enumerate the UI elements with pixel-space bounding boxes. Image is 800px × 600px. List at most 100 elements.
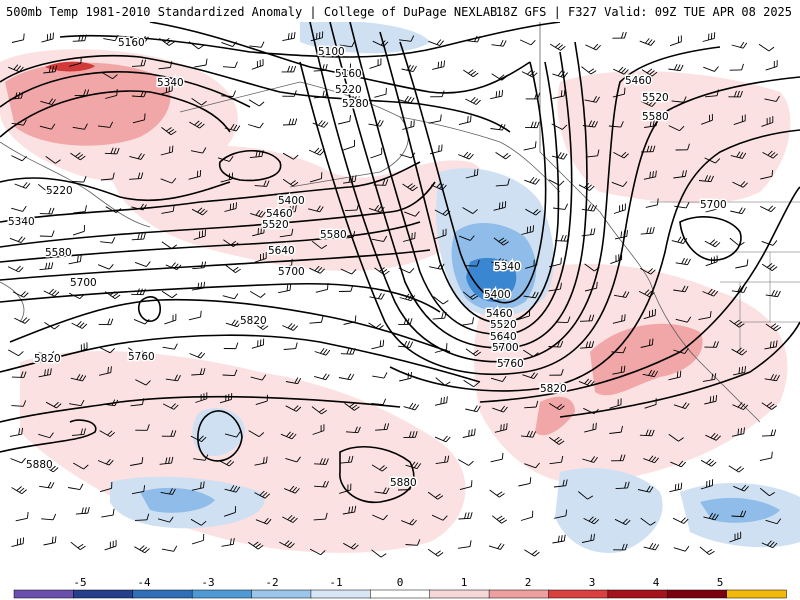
wind-barb xyxy=(434,396,448,406)
wind-barb xyxy=(345,95,360,103)
wind-barb xyxy=(733,366,746,376)
wind-barb xyxy=(698,175,714,183)
wind-barb xyxy=(611,181,628,187)
wind-barb xyxy=(372,372,388,379)
wind-barb xyxy=(338,373,355,381)
wind-barb xyxy=(581,533,595,543)
wind-barb xyxy=(585,149,600,158)
wind-barb xyxy=(310,31,324,42)
wind-barb xyxy=(100,172,115,181)
wind-barb xyxy=(459,480,473,491)
wind-barb xyxy=(254,180,270,187)
wind-barb xyxy=(673,348,689,354)
wind-barb xyxy=(100,237,116,244)
wind-barb xyxy=(669,35,682,47)
wind-barb xyxy=(101,508,115,518)
wind-barb xyxy=(458,459,474,466)
wind-barb xyxy=(399,293,416,302)
wind-barb xyxy=(431,514,448,521)
wind-barb xyxy=(282,118,298,126)
wind-barb xyxy=(308,147,325,156)
coastline xyxy=(399,116,561,193)
wind-barb xyxy=(432,311,447,320)
wind-barb xyxy=(404,211,420,217)
wind-barb xyxy=(435,377,451,386)
wind-barb xyxy=(705,432,721,441)
wind-barb xyxy=(338,115,351,125)
wind-barb xyxy=(41,32,54,43)
wind-barb xyxy=(398,340,414,348)
wind-barb xyxy=(72,34,87,42)
contour-label: 5400 xyxy=(278,195,305,207)
wind-barb xyxy=(731,510,747,518)
wind-barb xyxy=(704,395,718,405)
wind-barb xyxy=(435,455,450,465)
anomaly-map: 5160 5100 5340 5160 5220 5280 5460 5520 … xyxy=(0,22,800,572)
wind-barb xyxy=(579,314,595,322)
wind-barb xyxy=(374,487,390,495)
colorbar-tick-label: 0 xyxy=(397,576,404,589)
wind-barb xyxy=(549,257,562,268)
contour-label: 5820 xyxy=(240,315,267,327)
wind-barb xyxy=(521,69,538,78)
wind-barb xyxy=(465,35,481,43)
wind-barb xyxy=(105,291,121,300)
wind-barb xyxy=(489,319,505,327)
wind-barb xyxy=(764,373,780,382)
wind-barb xyxy=(38,432,54,439)
wind-barb xyxy=(578,378,595,387)
wind-barb xyxy=(760,169,774,180)
wind-barb xyxy=(729,63,744,71)
wind-barb xyxy=(161,241,177,250)
wind-barb xyxy=(432,60,445,70)
wind-barb xyxy=(254,456,268,466)
wind-barb xyxy=(9,91,24,100)
warm-anomaly-region xyxy=(600,138,700,186)
wind-barb xyxy=(165,262,182,271)
colorbar-tick-label: 1 xyxy=(461,576,468,589)
wind-barb xyxy=(43,536,57,546)
wind-barb xyxy=(644,119,658,128)
contour-line xyxy=(59,22,561,58)
wind-barb xyxy=(493,237,509,246)
wind-barb xyxy=(135,424,150,431)
wind-barb xyxy=(668,63,684,72)
wind-barb xyxy=(612,87,626,98)
wind-barb xyxy=(192,261,207,270)
contour-label: 5820 xyxy=(34,353,61,365)
wind-barb xyxy=(765,518,782,525)
wind-barb xyxy=(458,512,473,520)
contour-label: 5400 xyxy=(484,289,511,301)
wind-barb xyxy=(465,260,480,267)
wind-barb xyxy=(191,534,205,545)
colorbar-segment xyxy=(132,589,193,599)
wind-barb xyxy=(99,482,113,493)
wind-barb xyxy=(342,505,357,515)
contour-label: 5580 xyxy=(320,229,347,241)
wind-barb xyxy=(522,372,538,379)
wind-barb xyxy=(521,225,534,235)
wind-barb xyxy=(581,204,598,212)
wind-barb xyxy=(98,318,114,326)
wind-barb xyxy=(69,399,85,407)
wind-barb xyxy=(583,516,600,525)
wind-barb xyxy=(764,340,778,350)
wind-barb xyxy=(249,150,264,159)
wind-barb xyxy=(673,545,690,552)
wind-barb xyxy=(731,41,748,49)
wind-barb xyxy=(433,296,449,305)
run-valid-time: 18Z GFS | F327 Valid: 09Z TUE APR 08 202… xyxy=(495,5,792,19)
wind-barb xyxy=(735,259,749,269)
wind-barb xyxy=(492,405,508,413)
wind-barb xyxy=(495,290,512,298)
wind-barb xyxy=(524,400,539,409)
wind-barb xyxy=(72,224,85,236)
wind-barb xyxy=(282,32,296,42)
wind-barb xyxy=(343,315,357,325)
colorbar-tick-label: 2 xyxy=(525,576,532,589)
wind-barb xyxy=(38,351,55,357)
wind-barb xyxy=(402,183,418,192)
wind-barb xyxy=(702,373,717,382)
wind-barb xyxy=(673,170,687,179)
wind-barb xyxy=(97,264,114,270)
